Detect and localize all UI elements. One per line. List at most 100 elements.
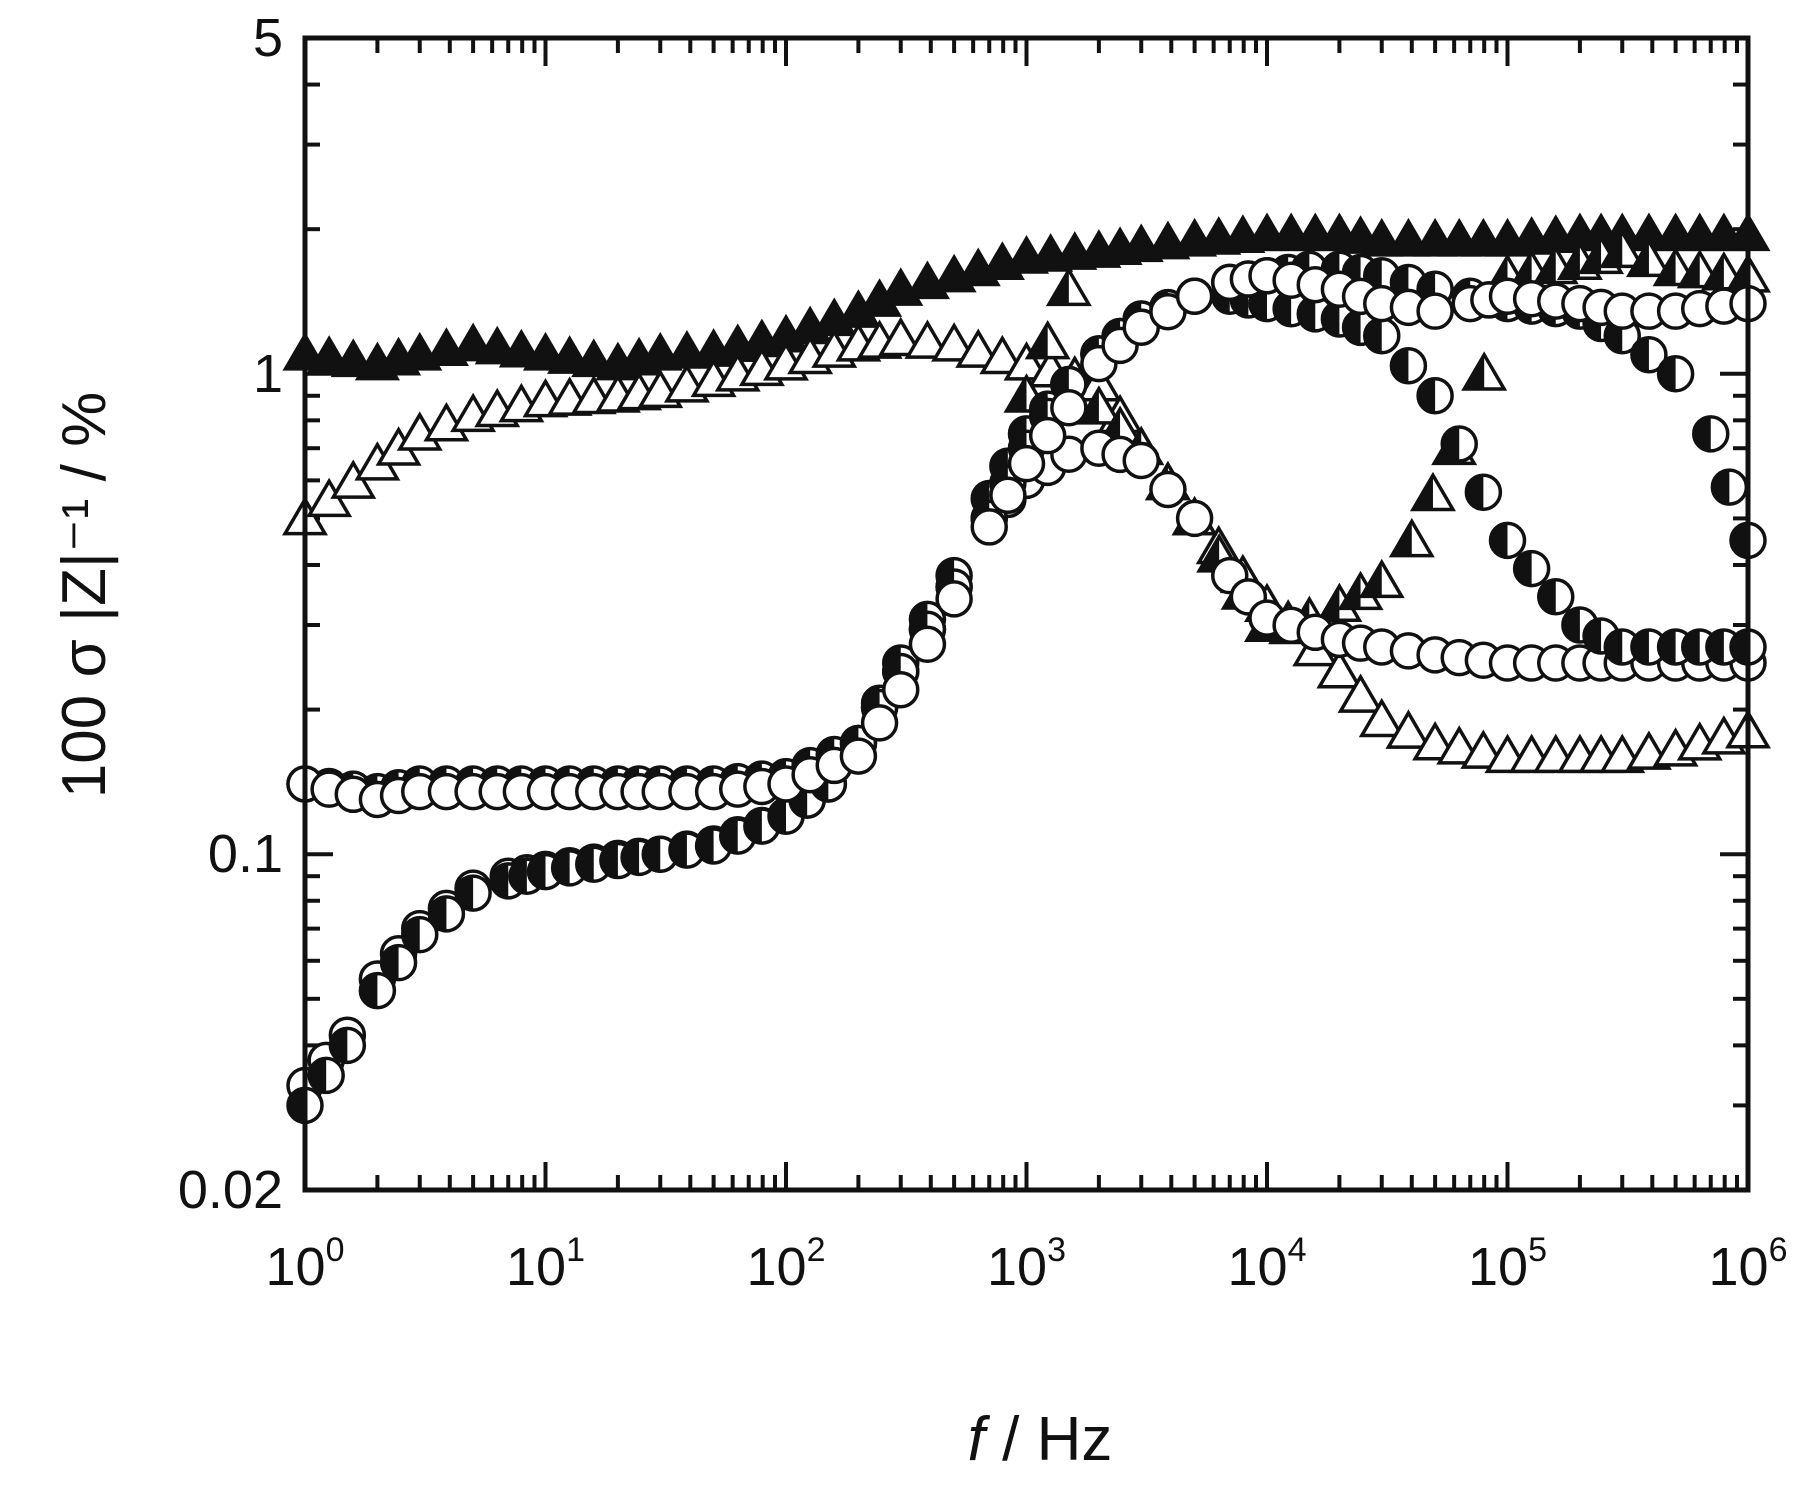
data-point-circle [970, 508, 1008, 546]
point-outline [1175, 277, 1214, 316]
data-point-circle [1656, 355, 1695, 393]
point-outline [1028, 416, 1067, 455]
point-half [1703, 254, 1724, 289]
data-point-triangle [877, 316, 924, 357]
point-outline [400, 915, 439, 954]
data-point-circle [550, 849, 589, 887]
point-shape [877, 316, 924, 357]
data-point-circle [1007, 444, 1046, 483]
point-outline [839, 737, 878, 775]
x-tick-exponent: 3 [1047, 1231, 1066, 1269]
point-shape [1359, 217, 1405, 257]
point-outline [1691, 415, 1730, 453]
x-tick-labels: 100 101 102 103 104 105 106 [266, 1231, 1788, 1297]
x-tick-base: 10 [1228, 1237, 1288, 1297]
x-tick-base: 10 [987, 1237, 1047, 1297]
point-half [1602, 232, 1623, 267]
y-tick-label: 0.1 [208, 824, 283, 884]
data-point-circle [1149, 470, 1187, 509]
point-half [1199, 536, 1220, 571]
point-outline [1007, 444, 1046, 483]
data-point-circle [1630, 336, 1668, 374]
point-outline [1416, 377, 1454, 415]
point-half [1581, 238, 1602, 273]
data-point-circle [358, 971, 397, 1010]
point-outline [358, 971, 397, 1010]
data-point-triangle [1385, 709, 1432, 749]
data-point-circle [400, 915, 439, 954]
point-shape [904, 319, 951, 359]
data-points [282, 212, 1771, 1125]
point-half [1413, 475, 1433, 510]
y-tick-labels: 5 1 0.1 0.02 [178, 8, 283, 1220]
data-point-circle [1416, 292, 1454, 330]
x-tick-exponent: 5 [1528, 1231, 1547, 1269]
x-tick-label: 102 [747, 1231, 826, 1297]
data-point-circle [1603, 628, 1641, 666]
point-outline [935, 580, 973, 618]
data-point-circle [839, 737, 878, 775]
point-outline [307, 1056, 345, 1095]
x-tick-base: 10 [747, 1237, 807, 1297]
point-shape [979, 334, 1026, 375]
data-point-circle [1488, 521, 1527, 560]
data-point-triangle [1358, 697, 1405, 738]
x-tick-base: 10 [1468, 1237, 1528, 1297]
point-outline [1512, 549, 1551, 588]
point-half [1361, 562, 1382, 597]
data-point-triangle [1625, 237, 1672, 278]
data-point-triangle [1024, 320, 1071, 360]
data-point-triangle [1045, 266, 1092, 307]
x-tick-base: 10 [266, 1237, 326, 1297]
data-point-circle [935, 580, 973, 618]
data-point-circle [1122, 441, 1160, 480]
data-point-triangle [1599, 228, 1646, 269]
point-outline [970, 508, 1008, 546]
x-tick-exponent: 4 [1288, 1231, 1307, 1269]
point-outline [1537, 578, 1575, 616]
point-outline [1050, 388, 1088, 427]
data-point-circle [1512, 549, 1551, 588]
point-outline [379, 943, 418, 982]
x-tick-exponent: 2 [807, 1231, 826, 1269]
x-tick-base: 10 [1709, 1237, 1769, 1297]
x-tick-label: 105 [1468, 1231, 1547, 1297]
point-outline [881, 670, 920, 709]
data-point-triangle [1409, 471, 1456, 512]
point-half [1340, 574, 1361, 609]
point-half [1391, 521, 1412, 556]
data-point-triangle [955, 328, 1002, 368]
point-half [1100, 408, 1121, 444]
x-axis-label: f / Hz [968, 1405, 1113, 1474]
point-half [1511, 252, 1532, 287]
x-tick-label: 100 [266, 1231, 345, 1297]
data-point-triangle [1358, 558, 1405, 599]
y-tick-label: 5 [253, 8, 283, 68]
point-outline [1630, 336, 1668, 374]
data-point-circle [1691, 415, 1730, 453]
y-tick-label: 0.02 [178, 1160, 283, 1220]
point-shape [955, 328, 1002, 368]
point-shape [1385, 217, 1431, 257]
x-tick-label: 104 [1228, 1231, 1307, 1297]
point-half [1464, 354, 1485, 389]
point-outline [1122, 441, 1160, 480]
x-tick-label: 101 [506, 1231, 585, 1297]
data-point-circle [860, 704, 899, 742]
data-point-triangle [904, 319, 951, 359]
data-point-triangle [1359, 217, 1405, 257]
data-point-circle [427, 895, 466, 933]
point-half [1559, 244, 1580, 279]
point-half [1319, 586, 1340, 621]
data-point-circle [1175, 499, 1214, 538]
data-point-circle [1537, 578, 1575, 616]
data-point-triangle [1461, 351, 1508, 391]
point-half [1728, 256, 1748, 291]
plot-frame [302, 35, 1751, 1193]
point-shape [1385, 709, 1432, 749]
point-outline [427, 895, 466, 933]
data-point-triangle [1388, 517, 1435, 558]
y-tick-label: 1 [253, 344, 283, 404]
point-outline [1389, 347, 1428, 385]
point-outline [1149, 470, 1187, 509]
